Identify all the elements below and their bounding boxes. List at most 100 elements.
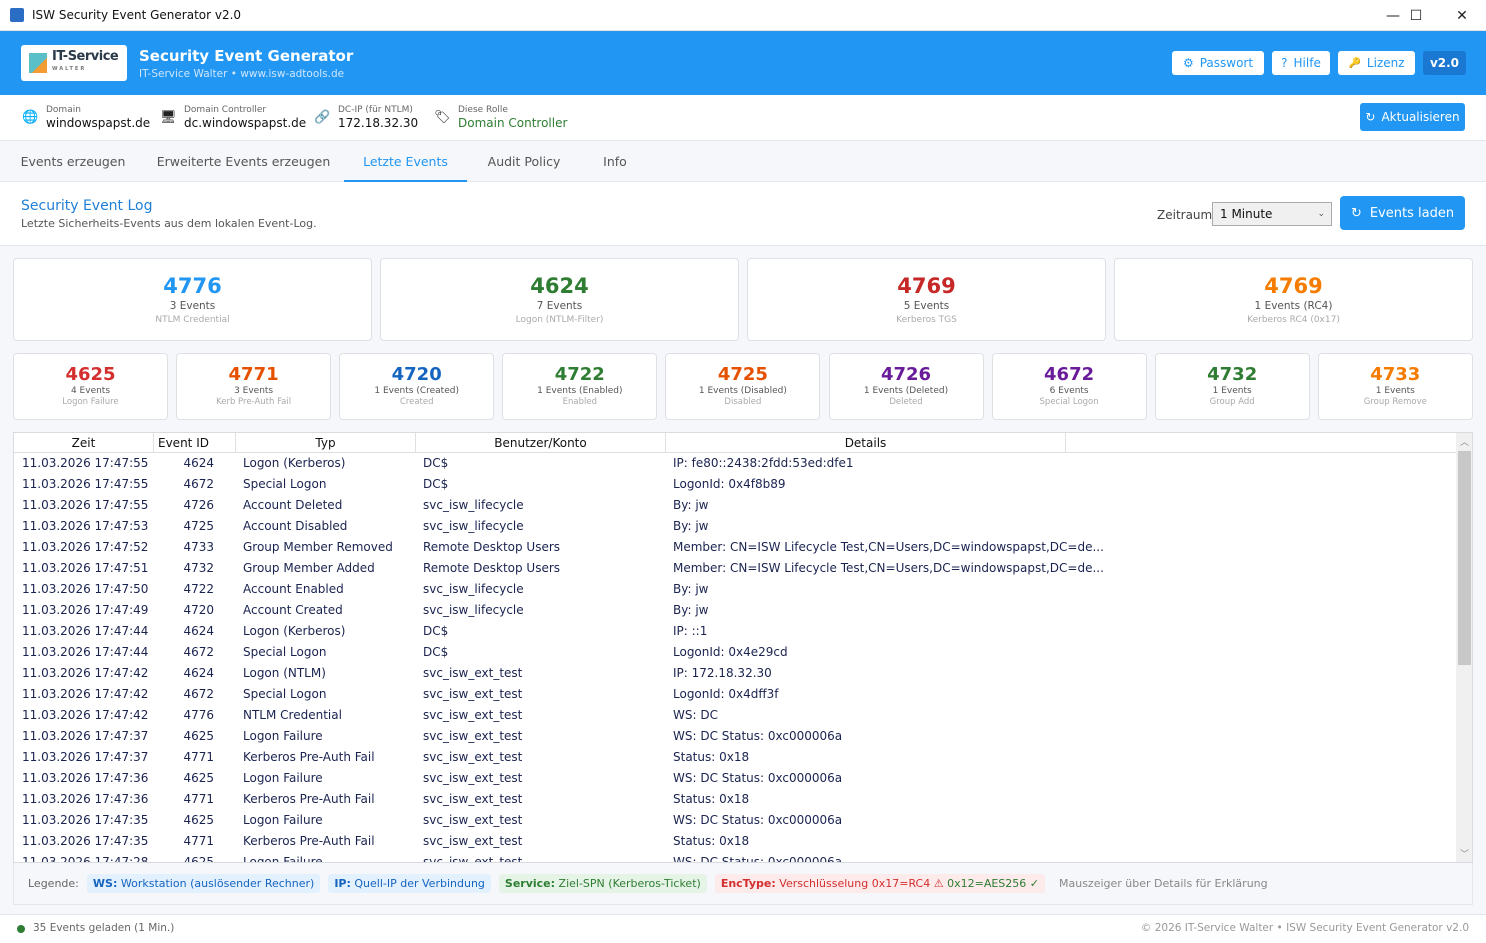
table-row[interactable]: 11.03.2026 17:47:49 4720 Account Created sv… xyxy=(14,600,1456,621)
scrollbar-thumb[interactable] xyxy=(1458,451,1471,665)
cell-benutzer: svc_isw_lifecycle xyxy=(423,498,524,512)
event-count: 7 Events xyxy=(536,300,583,312)
password-button[interactable]: ⚙ Passwort xyxy=(1172,51,1264,75)
summary-card-4672: 4672 6 Events Special Logon xyxy=(991,353,1147,420)
cell-typ: Logon Failure xyxy=(243,813,323,827)
app-title: Security Event Generator xyxy=(139,47,354,65)
cell-zeit: 11.03.2026 17:47:55 xyxy=(22,456,149,470)
info-label: DC-IP (für NTLM) xyxy=(338,105,413,115)
cell-typ: Kerberos Pre-Auth Fail xyxy=(243,834,375,848)
event-desc: Enabled xyxy=(562,397,597,407)
cell-benutzer: svc_isw_ext_test xyxy=(423,813,523,827)
vertical-scrollbar[interactable]: ︿ ﹀ xyxy=(1456,433,1472,862)
cell-event-id: 4672 xyxy=(183,687,214,701)
event-id: 4771 xyxy=(228,364,279,385)
table-row[interactable]: 11.03.2026 17:47:42 4672 Special Logon svc_… xyxy=(14,684,1456,705)
info-value: windowspapst.de xyxy=(46,116,151,130)
help-button[interactable]: ? Hilfe xyxy=(1272,51,1330,75)
tab-audit-policy[interactable]: Audit Policy xyxy=(487,154,561,169)
scroll-down-icon[interactable]: ﹀ xyxy=(1459,850,1469,860)
col-zeit[interactable]: Zeit xyxy=(14,433,154,453)
zeitraum-value: 1 Minute xyxy=(1220,207,1273,221)
key-icon: 🔑 xyxy=(1348,57,1361,69)
legend-ip-key: IP: xyxy=(334,877,351,890)
table-row[interactable]: 11.03.2026 17:47:42 4776 NTLM Credential sv… xyxy=(14,705,1456,726)
table-row[interactable]: 11.03.2026 17:47:36 4625 Logon Failure svc_… xyxy=(14,768,1456,789)
load-events-button[interactable]: ↻ Events laden xyxy=(1340,196,1465,230)
table-row[interactable]: 11.03.2026 17:47:42 4624 Logon (NTLM) svc_i… xyxy=(14,663,1456,684)
title-bar: ISW Security Event Generator v2.0 — ☐ ✕ xyxy=(0,0,1486,31)
tab-events-erzeugen[interactable]: Events erzeugen xyxy=(20,154,126,169)
tab-info[interactable]: Info xyxy=(603,154,627,169)
summary-card-4769: 4769 5 Events Kerberos TGS xyxy=(747,258,1106,341)
cell-event-id: 4776 xyxy=(183,708,214,722)
table-row[interactable]: 11.03.2026 17:47:52 4733 Group Member Remo… xyxy=(14,537,1456,558)
event-id: 4769 xyxy=(1264,274,1323,298)
refresh-button[interactable]: ↻ Aktualisieren xyxy=(1360,103,1465,131)
section-header: Security Event Log Letzte Sicherheits-Ev… xyxy=(0,182,1486,246)
table-row[interactable]: 11.03.2026 17:47:37 4771 Kerberos Pre-Auth… xyxy=(14,747,1456,768)
zeitraum-select[interactable]: 1 Minute ⌄ xyxy=(1212,202,1332,226)
table-row[interactable]: 11.03.2026 17:47:51 4732 Group Member Adde… xyxy=(14,558,1456,579)
table-row[interactable]: 11.03.2026 17:47:55 4624 Logon (Kerberos) D… xyxy=(14,453,1456,474)
table-row[interactable]: 11.03.2026 17:47:44 4672 Special Logon DC$ L… xyxy=(14,642,1456,663)
table-row[interactable]: 11.03.2026 17:47:55 4672 Special Logon DC$ L… xyxy=(14,474,1456,495)
col-details[interactable]: Details xyxy=(666,433,1066,453)
zeitraum-label: Zeitraum: xyxy=(1157,208,1217,222)
cell-event-id: 4625 xyxy=(183,813,214,827)
event-count: 6 Events xyxy=(1049,386,1089,396)
cell-zeit: 11.03.2026 17:47:52 xyxy=(22,540,149,554)
event-id: 4732 xyxy=(1207,364,1258,385)
cell-zeit: 11.03.2026 17:47:49 xyxy=(22,603,149,617)
maximize-button[interactable]: ☐ xyxy=(1409,7,1423,24)
summary-card-4732: 4732 1 Events Group Add xyxy=(1154,353,1310,420)
license-label: Lizenz xyxy=(1366,56,1405,70)
logo: IT-Service WALTER xyxy=(21,45,127,81)
cell-typ: Kerberos Pre-Auth Fail xyxy=(243,792,375,806)
table-row[interactable]: 11.03.2026 17:47:35 4771 Kerberos Pre-Auth… xyxy=(14,831,1456,852)
info-value: 172.18.32.30 xyxy=(338,116,419,130)
event-desc: Kerberos TGS xyxy=(896,315,957,325)
event-id: 4672 xyxy=(1044,364,1095,385)
tag-icon: 🏷 xyxy=(434,110,451,125)
cell-event-id: 4625 xyxy=(183,729,214,743)
table-row[interactable]: 11.03.2026 17:47:37 4625 Logon Failure svc_… xyxy=(14,726,1456,747)
info-value: dc.windowspapst.de xyxy=(184,116,307,130)
refresh-icon: ↻ xyxy=(1350,205,1362,221)
col-benutzer[interactable]: Benutzer/Konto xyxy=(416,433,666,453)
summary-card-4720: 4720 1 Events (Created) Created xyxy=(339,353,495,420)
cell-typ: Special Logon xyxy=(243,645,327,659)
cell-details: Member: CN=ISW Lifecycle Test,CN=Users,D… xyxy=(673,540,1104,554)
col-event-id[interactable]: Event ID xyxy=(154,433,236,453)
cell-details: By: jw xyxy=(673,498,709,512)
cell-details: By: jw xyxy=(673,519,709,533)
password-label: Passwort xyxy=(1199,56,1254,70)
close-button[interactable]: ✕ xyxy=(1456,7,1468,24)
table-row[interactable]: 11.03.2026 17:47:53 4725 Account Disabled s… xyxy=(14,516,1456,537)
tab-erweiterte-events[interactable]: Erweiterte Events erzeugen xyxy=(156,154,331,169)
table-row[interactable]: 11.03.2026 17:47:35 4625 Logon Failure svc_… xyxy=(14,810,1456,831)
table-row[interactable]: 11.03.2026 17:47:28 4625 Logon Failure svc_… xyxy=(14,852,1456,862)
status-bar: 35 Events geladen (1 Min.) © 2026 IT-Ser… xyxy=(0,914,1486,943)
license-button[interactable]: 🔑 Lizenz xyxy=(1338,51,1415,75)
event-id: 4725 xyxy=(717,364,768,385)
table-row[interactable]: 11.03.2026 17:47:36 4771 Kerberos Pre-Auth… xyxy=(14,789,1456,810)
scroll-up-icon[interactable]: ︿ xyxy=(1459,438,1469,448)
tab-letzte-events[interactable]: Letzte Events xyxy=(344,141,467,182)
legend-ip: IP: Quell-IP der Verbindung xyxy=(328,874,491,893)
cell-zeit: 11.03.2026 17:47:42 xyxy=(22,687,149,701)
cell-typ: Account Created xyxy=(243,603,343,617)
table-row[interactable]: 11.03.2026 17:47:55 4726 Account Deleted sv… xyxy=(14,495,1456,516)
table-row[interactable]: 11.03.2026 17:47:50 4722 Account Enabled sv… xyxy=(14,579,1456,600)
col-typ[interactable]: Typ xyxy=(236,433,416,453)
logo-text: IT-Service xyxy=(52,49,119,64)
cell-zeit: 11.03.2026 17:47:35 xyxy=(22,834,149,848)
legend-service: Service: Ziel-SPN (Kerberos-Ticket) xyxy=(498,874,707,893)
help-label: Hilfe xyxy=(1293,56,1321,70)
cell-benutzer: DC$ xyxy=(423,645,449,659)
app-header: IT-Service WALTER Security Event Generato… xyxy=(0,31,1486,95)
status-text: 35 Events geladen (1 Min.) xyxy=(33,922,175,934)
event-desc: Disabled xyxy=(724,397,762,407)
minimize-button[interactable]: — xyxy=(1386,7,1400,24)
table-row[interactable]: 11.03.2026 17:47:44 4624 Logon (Kerberos) D… xyxy=(14,621,1456,642)
